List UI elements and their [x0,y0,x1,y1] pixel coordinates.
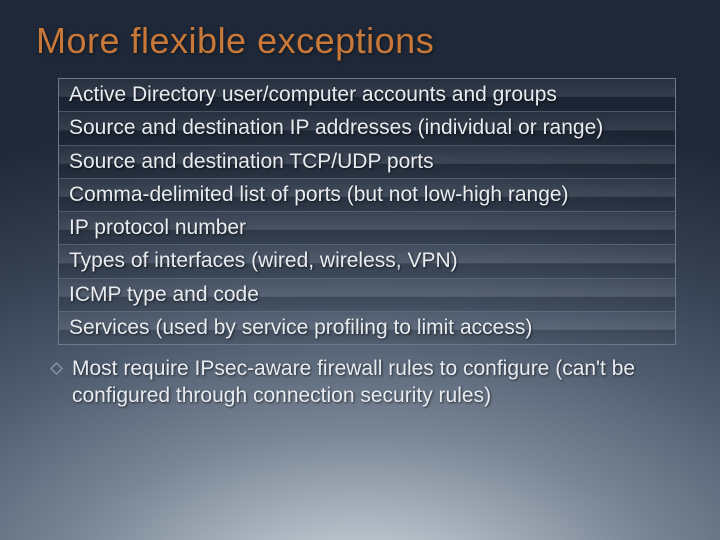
diamond-bullet-icon [50,362,63,375]
table-row: ICMP type and code [59,279,675,312]
table-row: Services (used by service profiling to l… [59,312,675,344]
bullet-item: Most require IPsec-aware firewall rules … [52,355,674,410]
slide: More flexible exceptions Active Director… [0,0,720,540]
table-row: Types of interfaces (wired, wireless, VP… [59,245,675,278]
slide-title: More flexible exceptions [36,20,684,62]
table-row: Source and destination IP addresses (ind… [59,112,675,145]
table-row: Active Directory user/computer accounts … [59,79,675,112]
bullet-text: Most require IPsec-aware firewall rules … [72,355,674,410]
table-row: Source and destination TCP/UDP ports [59,146,675,179]
table-row: IP protocol number [59,212,675,245]
table-row: Comma-delimited list of ports (but not l… [59,179,675,212]
exceptions-table: Active Directory user/computer accounts … [58,78,676,345]
